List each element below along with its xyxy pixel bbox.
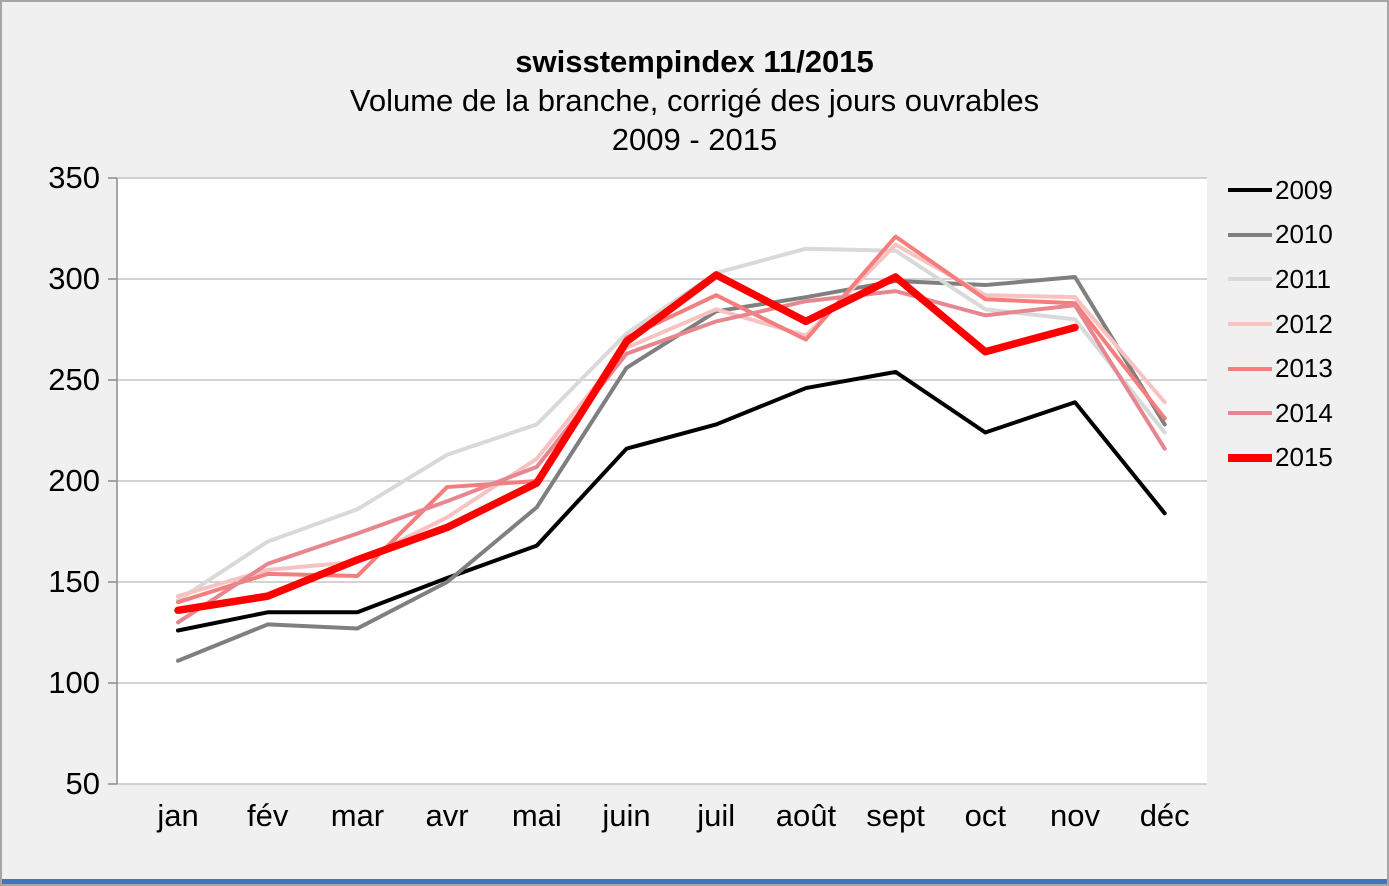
legend-label: 2013 <box>1275 353 1333 384</box>
legend-line-swatch <box>1228 232 1272 237</box>
legend-line-swatch <box>1228 366 1272 371</box>
legend-item-2009: 2009 <box>1228 168 1333 213</box>
y-axis-label: 350 <box>48 160 100 195</box>
legend-label: 2012 <box>1275 308 1333 339</box>
legend-item-2010: 2010 <box>1228 213 1333 258</box>
legend-label: 2010 <box>1275 219 1333 250</box>
legend-item-2013: 2013 <box>1228 346 1333 391</box>
legend-line-swatch <box>1228 411 1272 416</box>
x-axis-label: mar <box>330 798 385 833</box>
series-line-2015 <box>174 271 1079 615</box>
legend-label: 2011 <box>1275 263 1331 294</box>
y-axis-label: 150 <box>48 564 100 599</box>
chart-subtitle: Volume de la branche, corrigé des jours … <box>349 83 1040 118</box>
legend-item-2012: 2012 <box>1228 302 1333 347</box>
legend-item-2014: 2014 <box>1228 391 1333 436</box>
y-axis-label: 200 <box>48 463 100 498</box>
legend-label: 2015 <box>1275 442 1333 473</box>
chart-title: swisstempindex 11/2015 <box>515 44 874 79</box>
series-line-2013 <box>176 234 1167 605</box>
legend-line-swatch <box>1228 322 1272 327</box>
x-axis-label: août <box>775 798 837 833</box>
x-axis-label: avr <box>425 798 469 833</box>
x-axis-label: fév <box>247 798 289 833</box>
y-axis-label: 100 <box>48 665 100 700</box>
x-axis-label: oct <box>964 798 1006 833</box>
chart-header: swisstempindex 11/2015 Volume de la bran… <box>2 42 1387 159</box>
bottom-accent-bar <box>2 879 1387 884</box>
x-axis-label: sept <box>866 798 925 833</box>
y-axis-label: 50 <box>65 766 100 801</box>
legend-item-2011: 2011 <box>1228 257 1333 302</box>
x-axis-label: mai <box>511 798 562 833</box>
legend-line-swatch <box>1228 188 1272 193</box>
x-axis-label: déc <box>1139 798 1190 833</box>
series-line-2011 <box>176 246 1167 603</box>
y-axis-label: 250 <box>48 362 100 397</box>
x-axis-label: juin <box>602 798 651 833</box>
legend-item-2015: 2015 <box>1228 436 1333 481</box>
x-axis-label: jan <box>157 798 199 833</box>
legend-line-swatch <box>1228 453 1272 462</box>
legend-line-swatch <box>1228 277 1272 282</box>
y-axis-label: 300 <box>48 261 100 296</box>
legend: 2009 2010 2011 2012 2013 2014 2015 <box>1228 168 1333 480</box>
legend-label: 2014 <box>1275 397 1333 428</box>
legend-label: 2009 <box>1275 174 1333 205</box>
series-line-2009 <box>176 369 1167 633</box>
series-line-2014 <box>176 289 1167 625</box>
chart-period: 2009 - 2015 <box>611 122 778 157</box>
x-axis-label: nov <box>1050 798 1100 833</box>
x-axis-label: juil <box>697 798 736 833</box>
